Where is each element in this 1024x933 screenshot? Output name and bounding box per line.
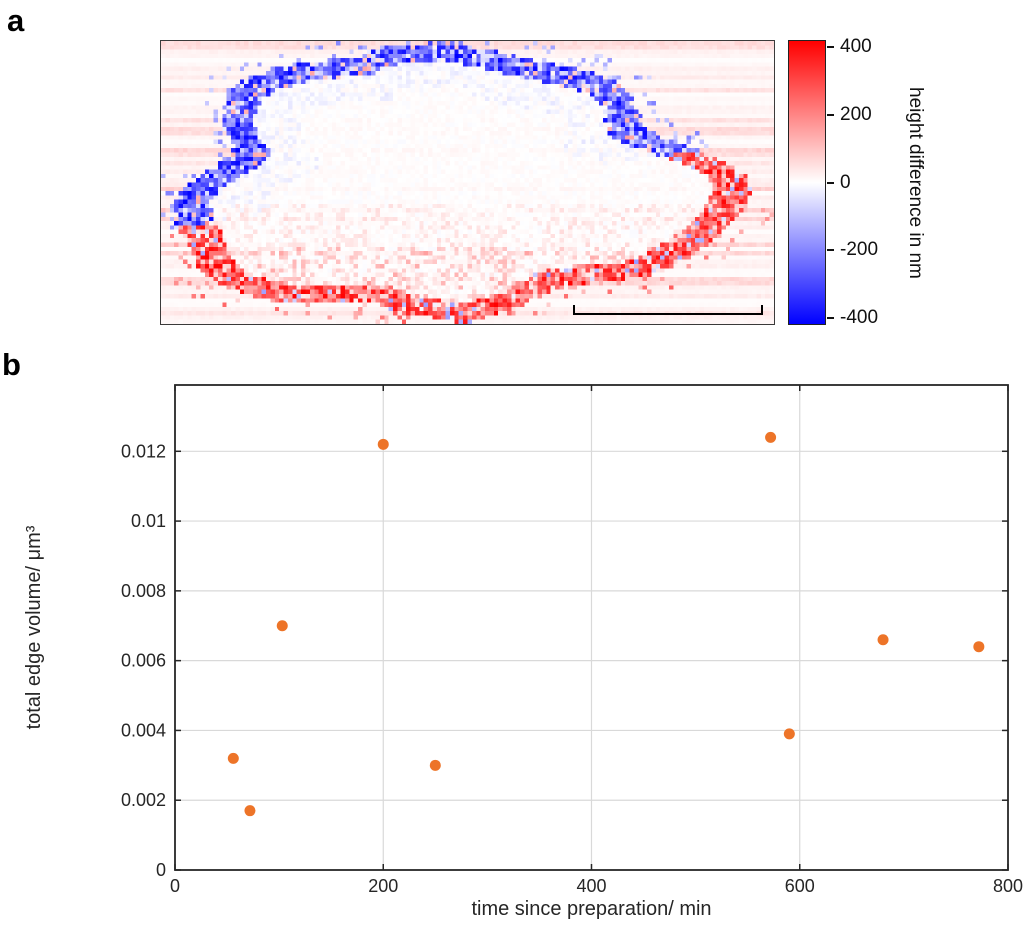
data-point xyxy=(973,641,985,653)
data-point xyxy=(783,728,795,740)
y-tick-label: 0.01 xyxy=(131,511,166,531)
data-point xyxy=(429,759,441,771)
y-tick-label: 0.006 xyxy=(121,651,166,671)
y-tick-label: 0 xyxy=(156,860,166,880)
y-axis-label: total edge volume/ μm³ xyxy=(23,525,45,729)
height-map-canvas xyxy=(161,41,774,324)
colorbar-tick-mark xyxy=(827,113,834,116)
colorbar-label: height difference in nm xyxy=(905,86,926,279)
y-tick-label: 0.004 xyxy=(121,720,166,740)
x-axis-label: time since preparation/ min xyxy=(471,898,711,920)
data-point xyxy=(765,431,777,443)
colorbar-tick-label: -400 xyxy=(840,307,879,329)
colorbar-tick-mark xyxy=(827,181,834,184)
x-tick-label: 800 xyxy=(993,876,1023,896)
x-tick-label: 200 xyxy=(368,876,398,896)
colorbar-tick-area: 400 200 0 -200 -400 xyxy=(827,36,907,328)
data-point xyxy=(227,752,239,764)
colorbar-tick-mark xyxy=(827,249,834,252)
data-point xyxy=(377,438,389,450)
data-point xyxy=(276,620,288,632)
colorbar-tick-label: -200 xyxy=(840,239,879,261)
colorbar-tick-mark xyxy=(827,45,834,48)
data-point xyxy=(877,634,889,646)
y-tick-label: 0.012 xyxy=(121,441,166,461)
y-tick-label: 0.008 xyxy=(121,581,166,601)
scale-bar xyxy=(573,305,763,315)
data-point xyxy=(244,805,256,817)
height-difference-map xyxy=(160,40,775,325)
colorbar-gradient xyxy=(788,40,826,325)
colorbar-tick-label: 200 xyxy=(840,103,872,125)
x-tick-label: 600 xyxy=(785,876,815,896)
x-tick-label: 400 xyxy=(576,876,606,896)
y-tick-label: 0.002 xyxy=(121,790,166,810)
colorbar-tick-label: 400 xyxy=(840,35,872,57)
panel-b-label: b xyxy=(2,347,21,382)
panel-a-label: a xyxy=(7,3,25,38)
colorbar-tick-label: 0 xyxy=(840,171,851,193)
colorbar-tick-mark xyxy=(827,317,834,320)
x-tick-label: 0 xyxy=(170,876,180,896)
